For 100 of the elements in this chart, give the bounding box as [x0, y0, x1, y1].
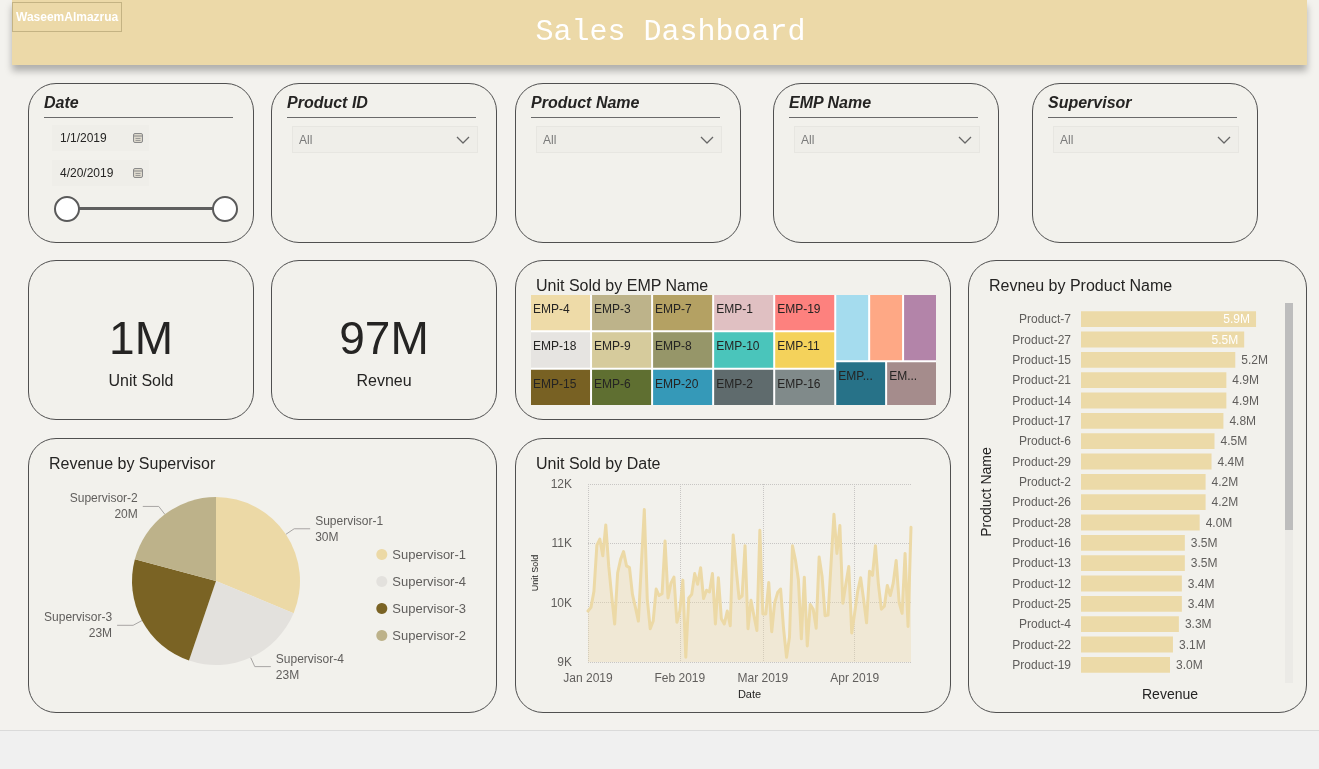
text: Product ID: [287, 94, 368, 111]
x-axis-title: Date: [737, 688, 762, 701]
text: Date: [44, 94, 79, 111]
y-tick-label: Product-2: [1018, 474, 1072, 489]
y-tick-label: Product-26: [1012, 495, 1072, 510]
chart-title: Unit Sold by Date: [536, 454, 661, 472]
data-label: 5.2M: [1241, 352, 1268, 367]
data-label: 4.9M: [1232, 393, 1260, 408]
data-label: 23M: [275, 667, 300, 682]
y-tick-label: Product-19: [1012, 657, 1072, 672]
data-label: 4.2M: [1211, 495, 1239, 510]
text: 1M: [109, 312, 173, 364]
bar: [1081, 575, 1182, 592]
bar: [1081, 494, 1206, 511]
legend-label: Supervisor-3: [392, 601, 467, 616]
text: EMP Name: [789, 94, 872, 111]
data-label: 30M: [315, 529, 339, 544]
y-tick-label: Product-17: [1012, 413, 1072, 428]
chart-title: Revneu by Product Name: [989, 276, 1173, 294]
text: 97M: [339, 312, 429, 364]
y-tick-label: Product-15: [1012, 352, 1072, 367]
x-tick-label: Jan 2019: [563, 671, 614, 685]
dropdown: All: [292, 126, 478, 153]
category-label: EMP...: [838, 369, 873, 384]
data-label: 3.0M: [1176, 657, 1203, 672]
data-label: 4.8M: [1229, 413, 1257, 428]
data-label: 20M: [114, 507, 138, 522]
bar: [1081, 372, 1227, 389]
bar: [1081, 656, 1170, 673]
text: Supervisor: [1048, 94, 1132, 111]
category-label: EMP-4: [533, 302, 570, 316]
bar: [1081, 311, 1257, 328]
y-tick-label: 11K: [551, 536, 572, 551]
y-tick-label: Product-14: [1012, 393, 1072, 408]
data-label: 3.1M: [1178, 637, 1206, 652]
y-tick-label: 10K: [550, 595, 572, 610]
category-label: EMP-3: [594, 302, 632, 316]
y-tick-label: Product-12: [1012, 576, 1072, 591]
text: Product Name: [531, 94, 640, 111]
slice-label: Supervisor-1: [315, 513, 384, 528]
y-tick-label: Product-28: [1012, 515, 1072, 530]
category-label: EMP-9: [594, 339, 632, 354]
bar: [1081, 453, 1212, 470]
data-label: 4.0M: [1205, 515, 1233, 530]
legend-label: Supervisor-1: [392, 547, 467, 562]
bar: [1081, 433, 1215, 450]
category-label: EMP-16: [777, 376, 821, 391]
slice-label: Supervisor-3: [44, 610, 113, 625]
dropdown: All: [1053, 126, 1239, 153]
y-tick-label: Product-4: [1018, 617, 1072, 632]
y-tick-label: 9K: [557, 655, 572, 669]
bar: [1081, 616, 1179, 633]
x-tick-label: Mar 2019: [737, 671, 789, 685]
data-label: 5.9M: [1223, 312, 1251, 327]
text: Unit Sold: [108, 372, 174, 389]
category-label: EMP-8: [655, 339, 693, 354]
text: Unit Sold by EMP Name: [536, 276, 709, 294]
slice-label: Supervisor-2: [69, 491, 139, 506]
y-tick-label: Product-22: [1012, 637, 1072, 652]
category-label: EMP-7: [655, 302, 693, 316]
dropdown: All: [536, 126, 722, 153]
y-tick-label: Product-7: [1018, 312, 1072, 327]
data-label: 3.5M: [1190, 535, 1218, 550]
y-tick-label: 12K: [550, 477, 572, 491]
bar: [1081, 595, 1182, 612]
data-label: 3.5M: [1190, 556, 1218, 571]
data-label: 4.4M: [1217, 454, 1245, 469]
y-axis-title: Product Name: [978, 447, 994, 537]
category-label: EMP-2: [716, 376, 754, 391]
x-tick-label: Feb 2019: [654, 671, 706, 685]
category-label: EMP-15: [533, 376, 577, 391]
data-label: 3.4M: [1187, 576, 1215, 591]
category-label: EMP-18: [533, 339, 577, 354]
category-label: EMP-11: [777, 339, 820, 354]
bar: [1081, 473, 1206, 490]
x-tick-label: Apr 2019: [830, 671, 880, 685]
category-label: EMP-1: [716, 302, 754, 316]
y-tick-label: Product-29: [1012, 454, 1072, 469]
y-tick-label: Product-13: [1012, 556, 1072, 571]
chart-title: Revenue by Supervisor: [49, 454, 216, 472]
text: Sales Dashboard: [535, 15, 806, 49]
category-label: EM...: [889, 369, 918, 384]
category-label: EMP-6: [594, 376, 632, 391]
category-label: EMP-20: [655, 376, 699, 391]
legend-label: Supervisor-2: [392, 628, 467, 643]
data-label: 4.2M: [1211, 474, 1239, 489]
data-label: 3.3M: [1184, 617, 1212, 632]
bar: [1081, 392, 1227, 409]
y-tick-label: Product-27: [1012, 332, 1072, 347]
bar: [1081, 555, 1185, 572]
bar: [1081, 351, 1236, 368]
bar: [1081, 534, 1185, 551]
dropdown: All: [794, 126, 980, 153]
data-label: 3.4M: [1187, 596, 1215, 611]
bar: [1081, 636, 1173, 653]
legend-label: Supervisor-4: [392, 574, 467, 589]
y-tick-label: Product-6: [1018, 434, 1072, 449]
y-tick-label: Product-16: [1012, 535, 1072, 550]
bar: [1081, 514, 1200, 531]
data-label: 4.5M: [1220, 434, 1248, 449]
